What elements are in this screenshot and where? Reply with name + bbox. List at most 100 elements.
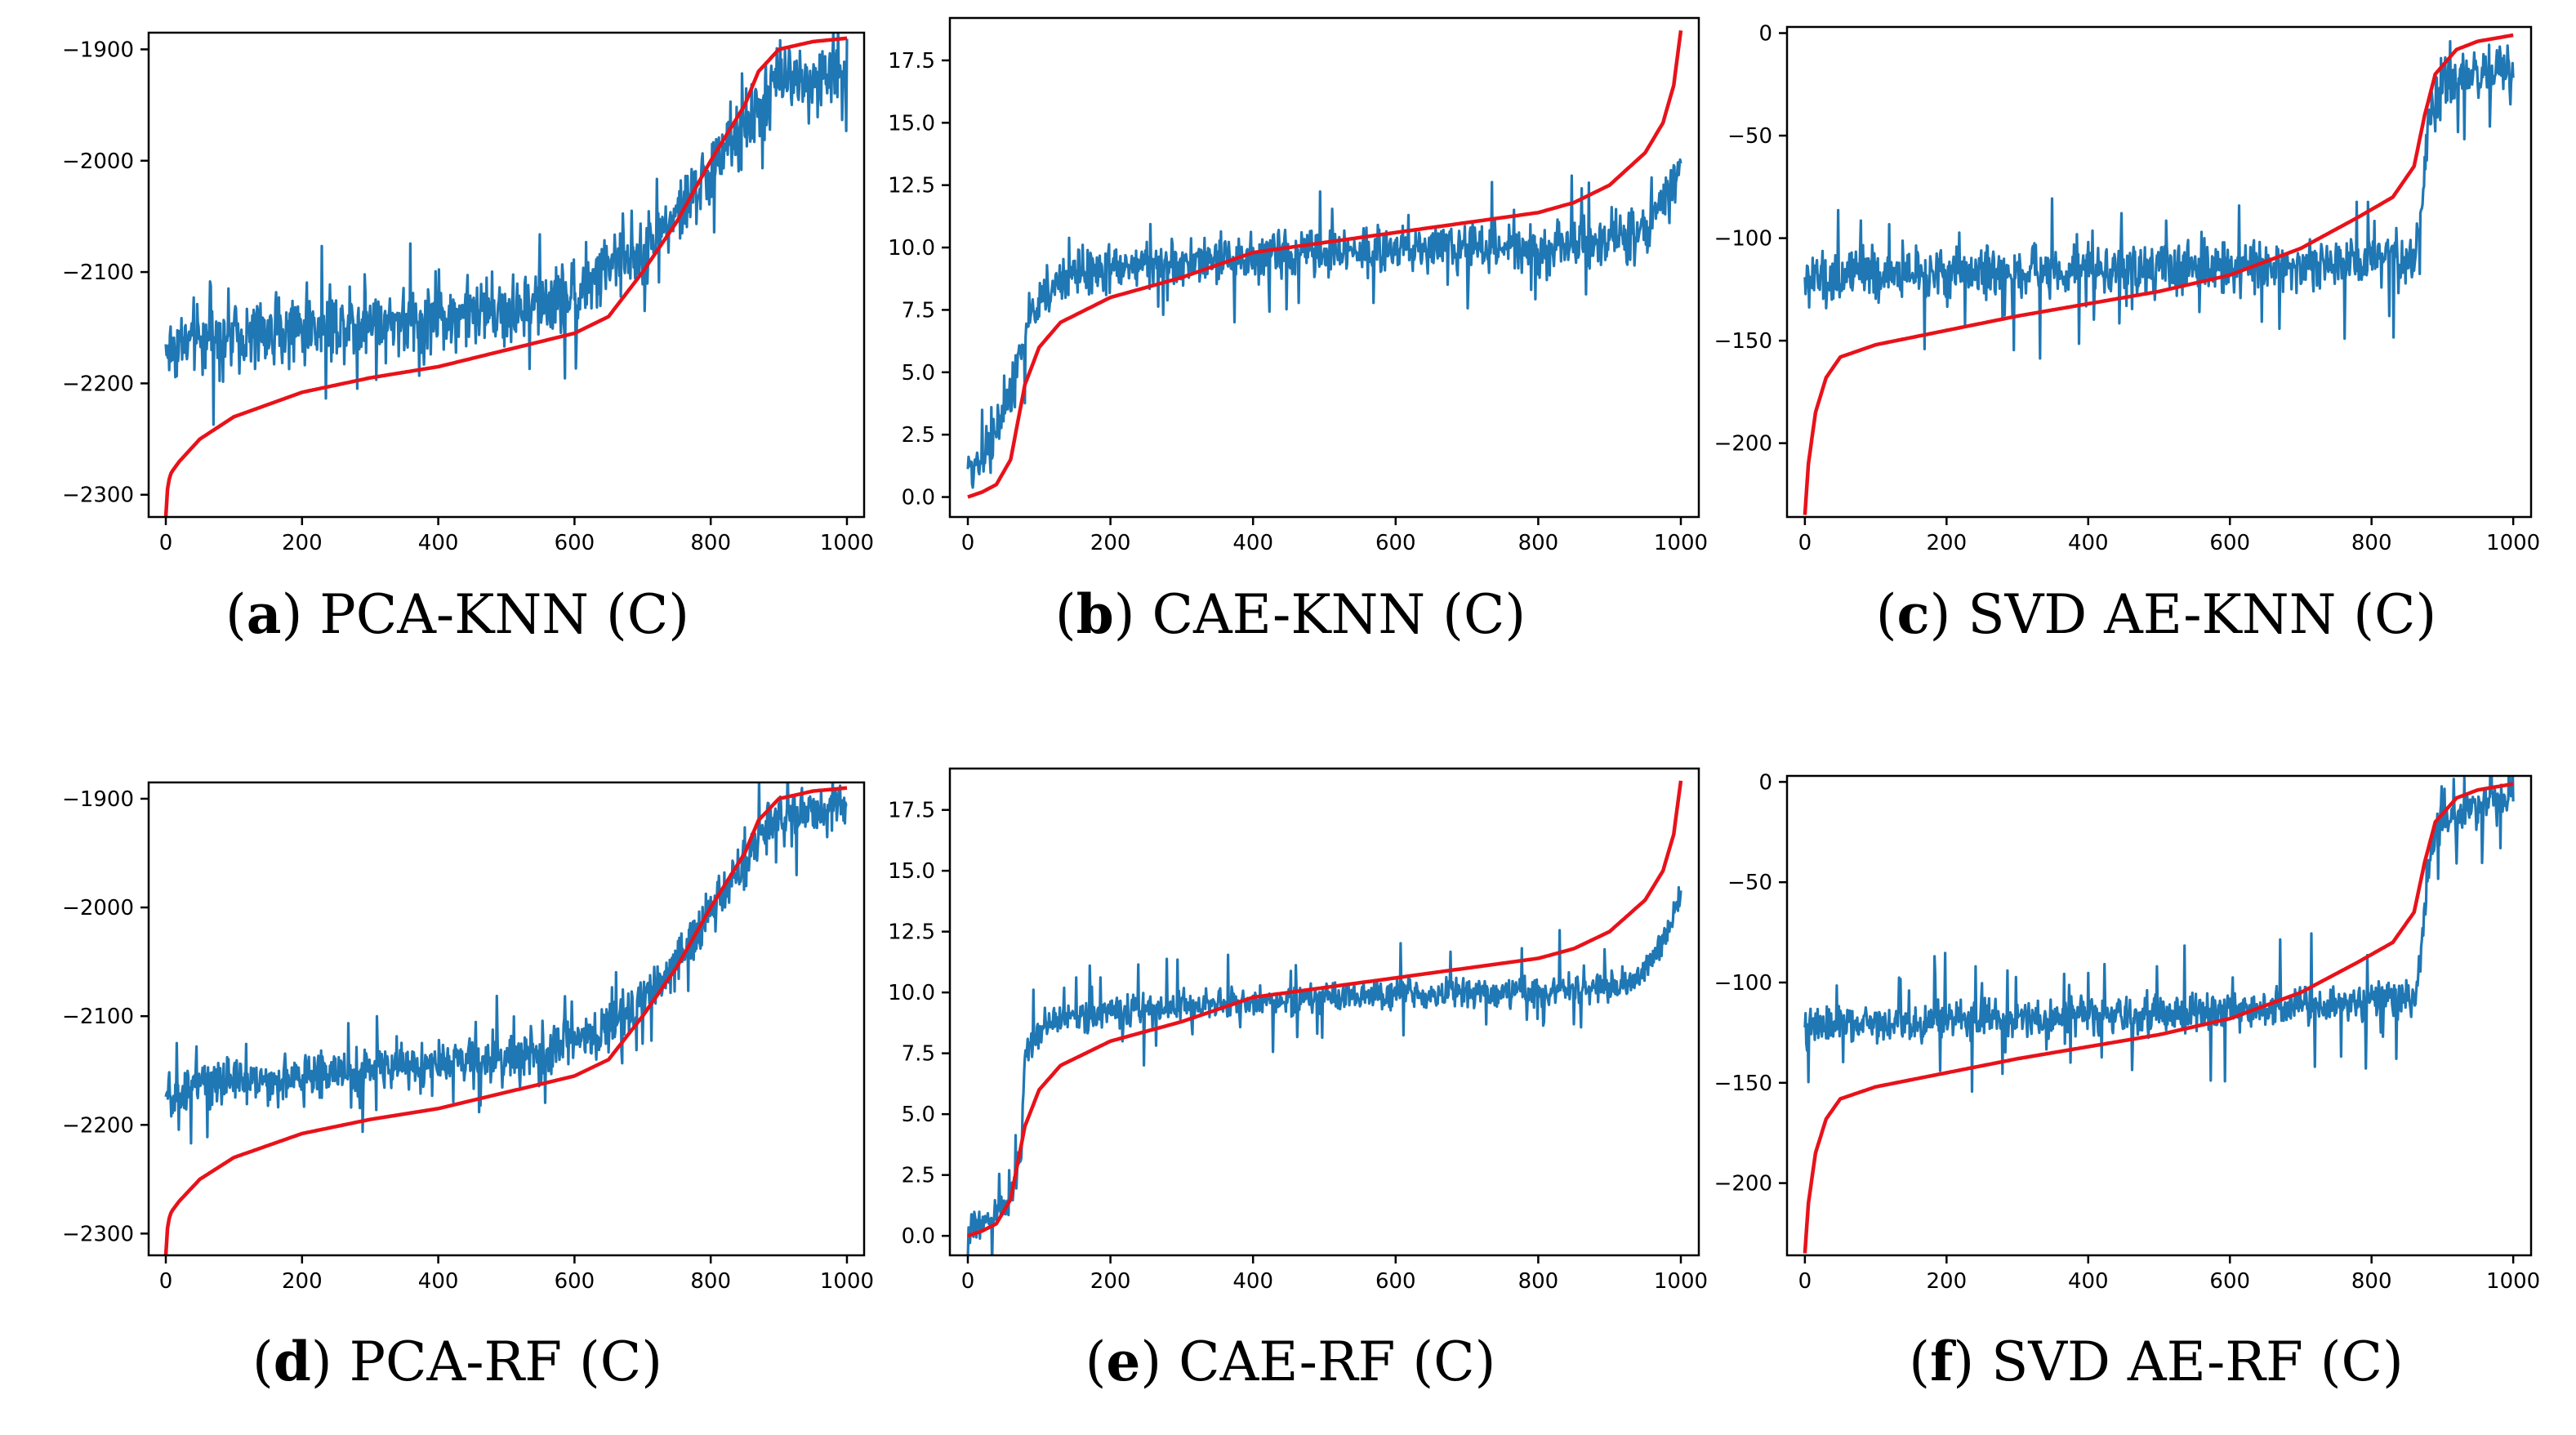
caption-letter: e	[1106, 1330, 1140, 1393]
subplot-caption: (d) PCA-RF (C)	[252, 1330, 662, 1393]
y-tick-label: 15.0	[888, 859, 935, 884]
x-tick-label: 800	[2351, 531, 2392, 555]
x-tick-label: 1000	[2486, 531, 2540, 555]
caption-open-paren: (	[252, 1330, 274, 1393]
x-tick-label: 800	[690, 1269, 731, 1294]
subplot-c: 0 200 400 600 800 1000 −200 −150 −100 −50 0 (c) SVD…	[1714, 22, 2541, 646]
y-tick-label: −2100	[62, 1005, 134, 1029]
subplot-caption: (b) CAE-KNN (C)	[1055, 582, 1526, 646]
series-sorted-target	[967, 780, 1683, 1238]
y-tick-label: −50	[1727, 871, 1772, 895]
x-tick-label: 200	[1926, 531, 1967, 555]
x-tick-label: 600	[2209, 1269, 2250, 1294]
x-tick-label: 600	[555, 531, 595, 555]
x-tick-label: 400	[2068, 531, 2109, 555]
x-tick-label: 600	[555, 1269, 595, 1294]
y-tick-label: −1900	[62, 38, 134, 62]
y-tick-label: −2100	[62, 261, 134, 285]
y-tick-label: −2200	[62, 372, 134, 396]
y-tick-label: 2.5	[902, 423, 935, 448]
x-tick-label: 0	[159, 1269, 173, 1294]
x-tick-label: 1000	[820, 1269, 874, 1294]
panels: 0 200 400 600 800 1000−2300−2200−2100−2000−19…	[62, 16, 2541, 1393]
caption-open-paren: (	[1876, 583, 1897, 646]
y-tick-label: −2000	[62, 149, 134, 174]
subplot-e: 0 200 400 600 800 1000 0.0 2.5 5.0 7.5 10.0 12.5 15.…	[888, 767, 1708, 1393]
series-sorted-target	[163, 786, 848, 1255]
plot-frame	[1785, 774, 2533, 1257]
series-noisy-signal	[164, 33, 849, 426]
caption-letter: f	[1930, 1330, 1956, 1393]
subplot-f: 0 200 400 600 800 1000 −200 −150 −100 −50 0 (f) SVD…	[1714, 770, 2541, 1393]
series-sorted-target	[967, 30, 1683, 499]
y-tick-label: −50	[1727, 124, 1772, 149]
x-tick-label: 400	[1232, 531, 1273, 555]
y-tick-label: 0.0	[902, 1224, 935, 1249]
x-tick-label: 1000	[2486, 1269, 2540, 1294]
plot-frame	[147, 781, 866, 1257]
x-tick-label: 0	[159, 531, 173, 555]
subplot-caption: (a) PCA-KNN (C)	[225, 582, 689, 646]
x-tick-label: 200	[1926, 1269, 1967, 1294]
caption-letter: c	[1896, 582, 1929, 646]
caption-title: ) SVD AE-KNN (C)	[1930, 583, 2437, 646]
y-tick-label: 0	[1758, 22, 1772, 47]
y-tick-label: 15.0	[888, 111, 935, 136]
y-tick-label: 17.5	[888, 799, 935, 823]
y-tick-label: 10.0	[888, 236, 935, 261]
subplot-b: 0 200 400 600 800 1000 0.0 2.5 5.0 7.5 10.0 12.5 15.…	[888, 16, 1708, 646]
y-tick-label: −2300	[62, 484, 134, 508]
y-tick-label: 5.0	[902, 1103, 935, 1127]
caption-open-paren: (	[1085, 1330, 1107, 1393]
x-tick-label: 200	[282, 531, 323, 555]
series-sorted-target	[1803, 782, 2514, 1254]
y-tick-label: 12.5	[888, 920, 935, 945]
caption-letter: a	[247, 582, 282, 646]
x-tick-label: 400	[418, 1269, 459, 1294]
y-tick-label: 17.5	[888, 49, 935, 74]
y-tick-label: −200	[1714, 432, 1772, 457]
x-tick-label: 200	[282, 1269, 323, 1294]
series-noisy-signal	[1803, 776, 2515, 1094]
caption-title: ) CAE-KNN (C)	[1114, 583, 1526, 646]
caption-letter: b	[1076, 582, 1114, 646]
y-tick-label: 12.5	[888, 174, 935, 198]
series-sorted-target	[1803, 33, 2514, 515]
plot-frame	[948, 16, 1700, 519]
x-tick-label: 0	[1798, 1269, 1812, 1294]
x-tick-label: 1000	[1654, 531, 1708, 555]
x-tick-label: 400	[2068, 1269, 2109, 1294]
y-tick-label: −2000	[62, 896, 134, 920]
y-tick-label: 7.5	[902, 298, 935, 323]
y-tick-label: −200	[1714, 1172, 1772, 1197]
x-tick-label: 1000	[820, 531, 874, 555]
x-tick-label: 800	[2351, 1269, 2392, 1294]
x-tick-label: 800	[1518, 1269, 1559, 1294]
series-sorted-target	[163, 36, 848, 517]
series-noisy-signal	[966, 158, 1682, 489]
x-tick-label: 800	[1518, 531, 1559, 555]
plot-frame	[948, 767, 1700, 1257]
series-noisy-signal	[966, 885, 1682, 1255]
plot-frame	[1785, 25, 2533, 519]
x-tick-label: 200	[1090, 1269, 1131, 1294]
y-tick-label: −150	[1714, 1072, 1772, 1096]
subplot-caption: (f) SVD AE-RF (C)	[1909, 1330, 2404, 1393]
y-tick-label: 5.0	[902, 361, 935, 385]
x-tick-label: 0	[1798, 531, 1812, 555]
y-tick-label: 0	[1758, 770, 1772, 795]
caption-title: ) PCA-RF (C)	[311, 1330, 662, 1393]
caption-open-paren: (	[1909, 1330, 1930, 1393]
caption-title: ) SVD AE-RF (C)	[1953, 1330, 2403, 1393]
x-tick-label: 800	[690, 531, 731, 555]
x-tick-label: 0	[961, 531, 975, 555]
x-tick-label: 600	[1375, 531, 1416, 555]
x-tick-label: 1000	[1654, 1269, 1708, 1294]
plot-frame	[147, 31, 866, 519]
y-tick-label: −2300	[62, 1222, 134, 1246]
x-tick-label: 0	[961, 1269, 975, 1294]
subplot-caption: (e) CAE-RF (C)	[1085, 1330, 1496, 1393]
subplot-caption: (c) SVD AE-KNN (C)	[1876, 582, 2437, 646]
